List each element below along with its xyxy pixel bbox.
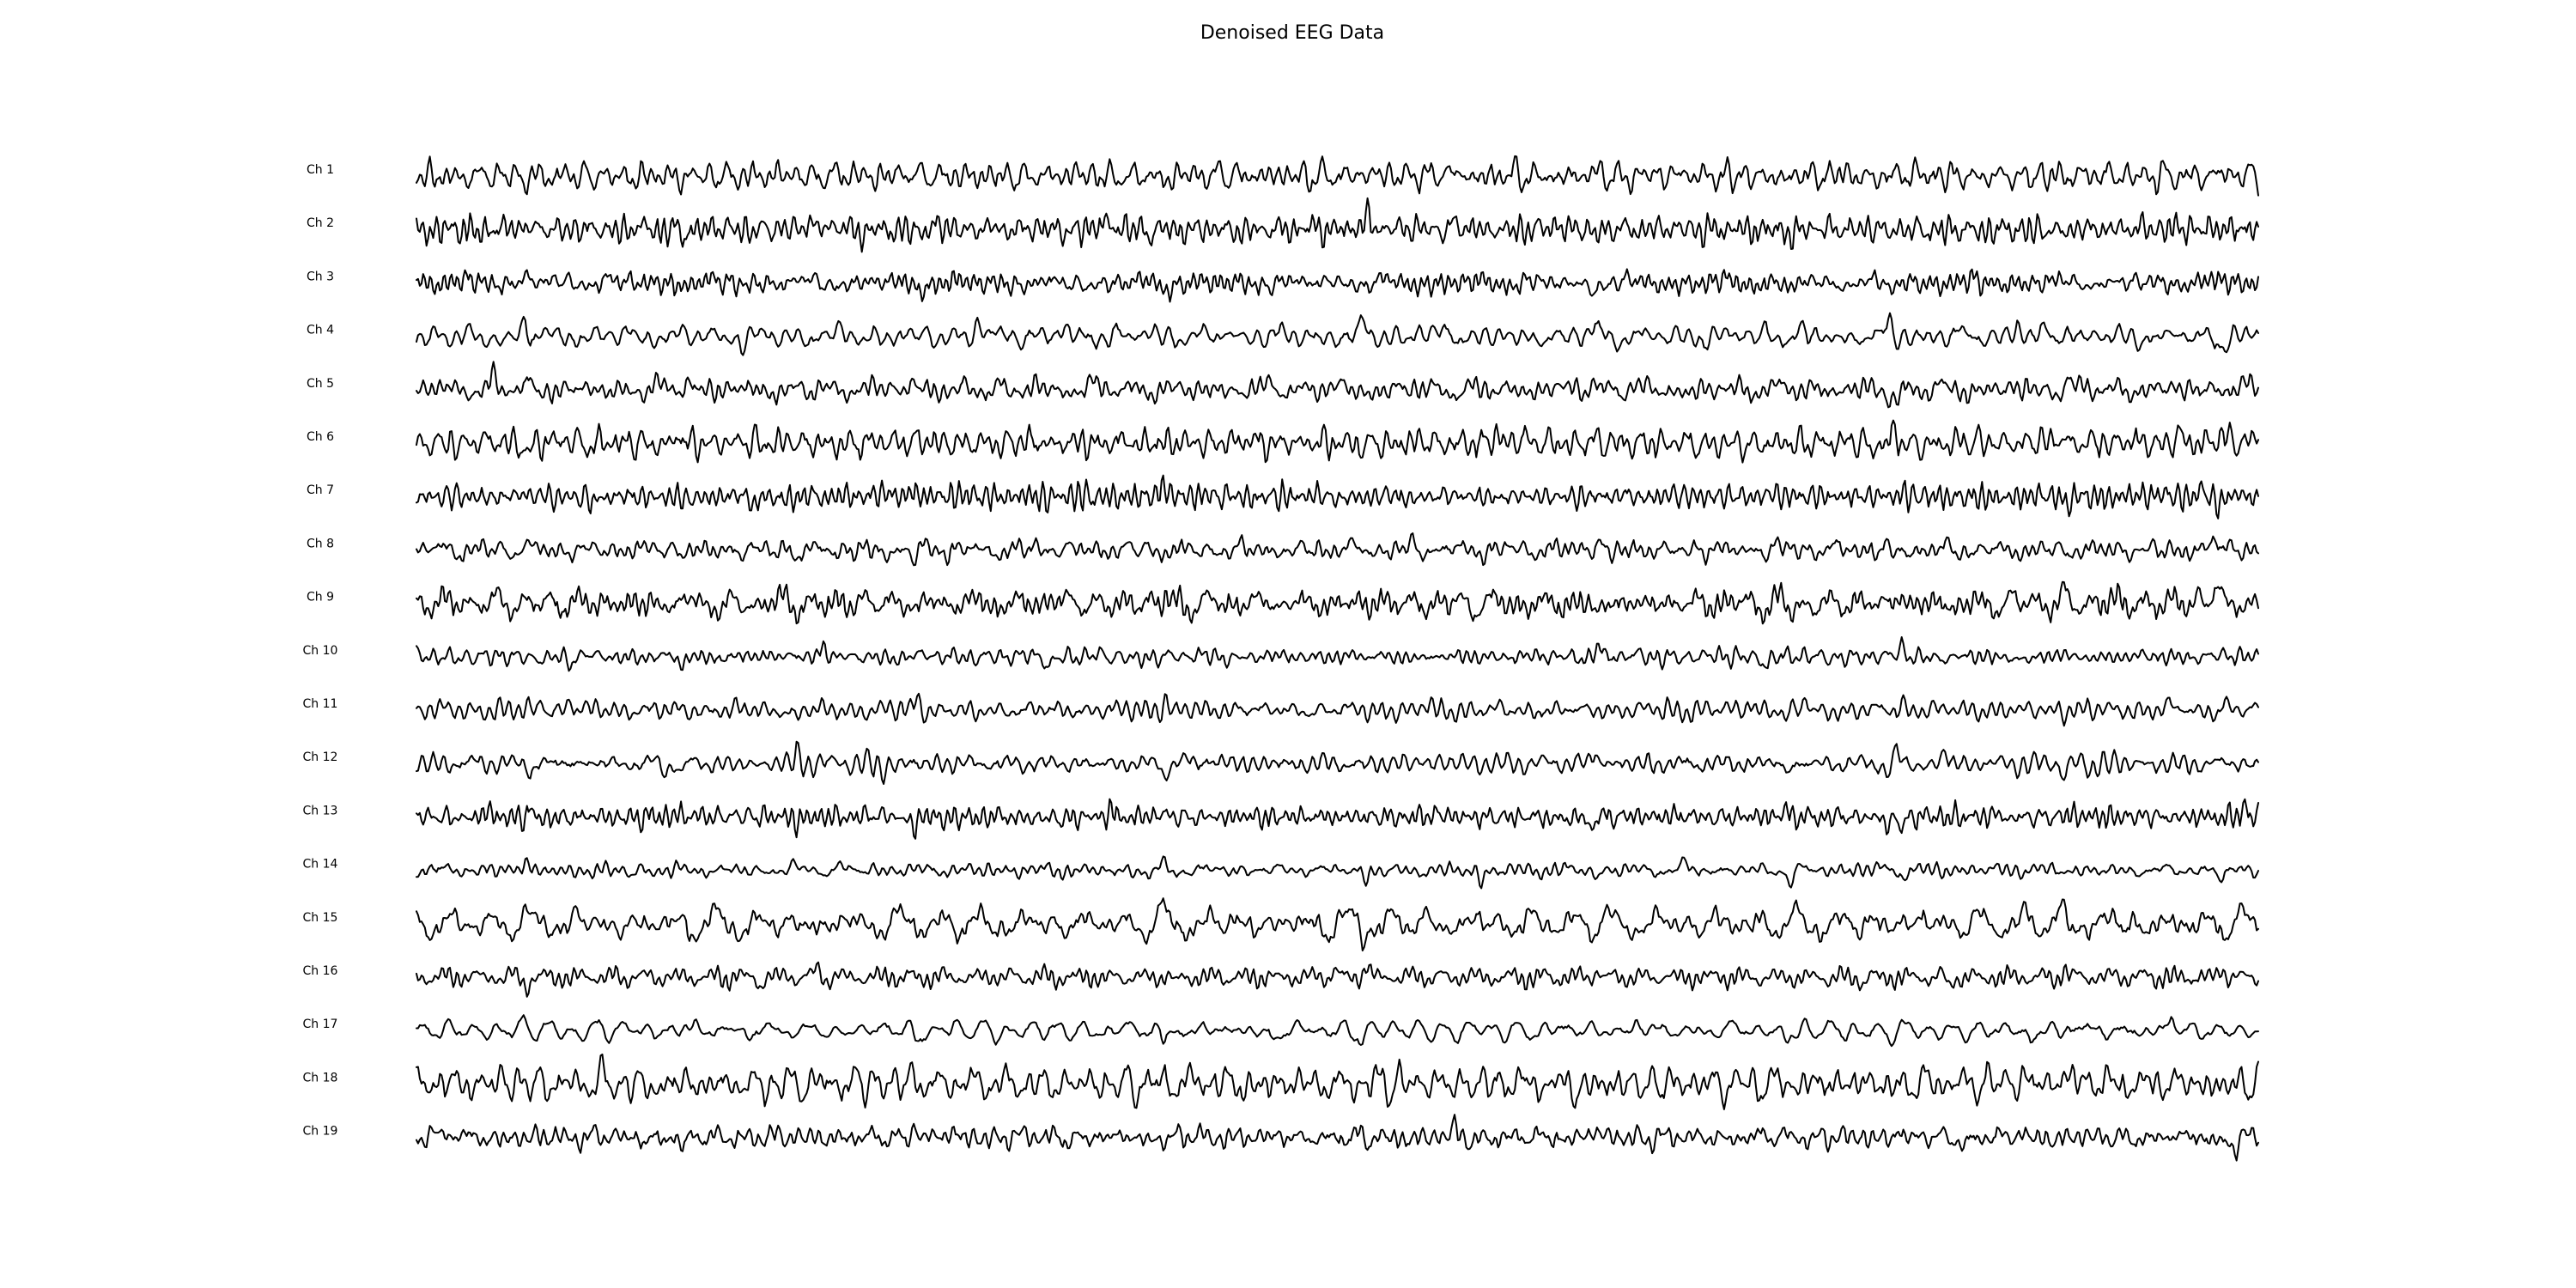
eeg-trace-line: [416, 897, 2259, 951]
channel-label: Ch 3: [307, 270, 334, 283]
eeg-trace-line: [416, 740, 2259, 785]
eeg-trace-line: [416, 1054, 2259, 1110]
channel-label: Ch 5: [307, 377, 334, 391]
channel-label: Ch 6: [307, 430, 334, 444]
channel-traces: [416, 155, 2259, 1162]
eeg-trace-line: [416, 155, 2259, 197]
channel-label: Ch 14: [303, 858, 338, 872]
chart-title: Denoised EEG Data: [1200, 22, 1384, 44]
channel-label: Ch 18: [303, 1071, 338, 1084]
eeg-trace-line: [416, 361, 2259, 409]
channel-label: Ch 13: [303, 804, 338, 817]
eeg-trace-line: [416, 474, 2259, 519]
channel-label: Ch 19: [303, 1125, 338, 1139]
channel-label: Ch 9: [307, 591, 334, 605]
channel-label: Ch 8: [307, 537, 334, 550]
eeg-trace-line: [416, 197, 2259, 253]
eeg-trace-line: [416, 1114, 2259, 1162]
eeg-trace-line: [416, 419, 2259, 464]
channel-labels: Ch 1 Ch 2 Ch 3 Ch 4 Ch 5 Ch 6 Ch 7 Ch 8 Ch 9 Ch 1…: [303, 163, 338, 1139]
eeg-trace-line: [416, 692, 2259, 727]
channel-label: Ch 4: [307, 324, 334, 337]
eeg-trace-line: [416, 798, 2259, 840]
eeg-trace-line: [416, 855, 2259, 890]
channel-label: Ch 7: [307, 483, 334, 497]
eeg-trace-line: [416, 268, 2259, 303]
channel-label: Ch 11: [303, 697, 338, 711]
channel-label: Ch 10: [303, 644, 338, 658]
eeg-trace-line: [416, 636, 2259, 672]
eeg-trace-line: [416, 580, 2259, 625]
channel-label: Ch 15: [303, 911, 338, 925]
channel-label: Ch 12: [303, 750, 338, 764]
eeg-trace-line: [416, 1014, 2259, 1048]
channel-label: Ch 2: [307, 216, 334, 230]
channel-label: Ch 1: [307, 163, 334, 177]
eeg-trace-line: [416, 532, 2259, 567]
channel-label: Ch 16: [303, 964, 338, 978]
eeg-trace-line: [416, 961, 2259, 998]
channel-label: Ch 17: [303, 1018, 338, 1031]
eeg-trace-line: [416, 312, 2259, 356]
